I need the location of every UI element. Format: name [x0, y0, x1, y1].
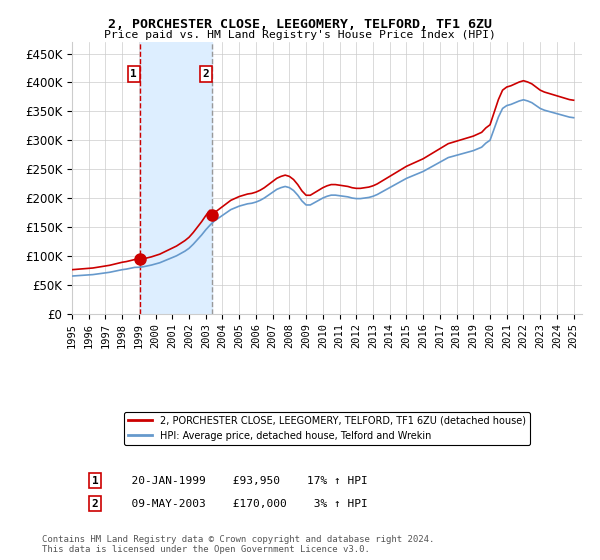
Text: 20-JAN-1999    £93,950    17% ↑ HPI: 20-JAN-1999 £93,950 17% ↑ HPI: [118, 475, 368, 486]
Text: Contains HM Land Registry data © Crown copyright and database right 2024.
This d: Contains HM Land Registry data © Crown c…: [42, 535, 434, 554]
Text: 2: 2: [92, 499, 98, 508]
Text: 1: 1: [92, 475, 98, 486]
Text: 1: 1: [130, 69, 137, 79]
Text: Price paid vs. HM Land Registry's House Price Index (HPI): Price paid vs. HM Land Registry's House …: [104, 30, 496, 40]
Text: 09-MAY-2003    £170,000    3% ↑ HPI: 09-MAY-2003 £170,000 3% ↑ HPI: [118, 499, 368, 508]
Text: 2: 2: [203, 69, 209, 79]
Legend: 2, PORCHESTER CLOSE, LEEGOMERY, TELFORD, TF1 6ZU (detached house), HPI: Average : 2, PORCHESTER CLOSE, LEEGOMERY, TELFORD,…: [124, 412, 530, 445]
Bar: [140, 42, 212, 314]
Text: 2, PORCHESTER CLOSE, LEEGOMERY, TELFORD, TF1 6ZU: 2, PORCHESTER CLOSE, LEEGOMERY, TELFORD,…: [108, 18, 492, 31]
